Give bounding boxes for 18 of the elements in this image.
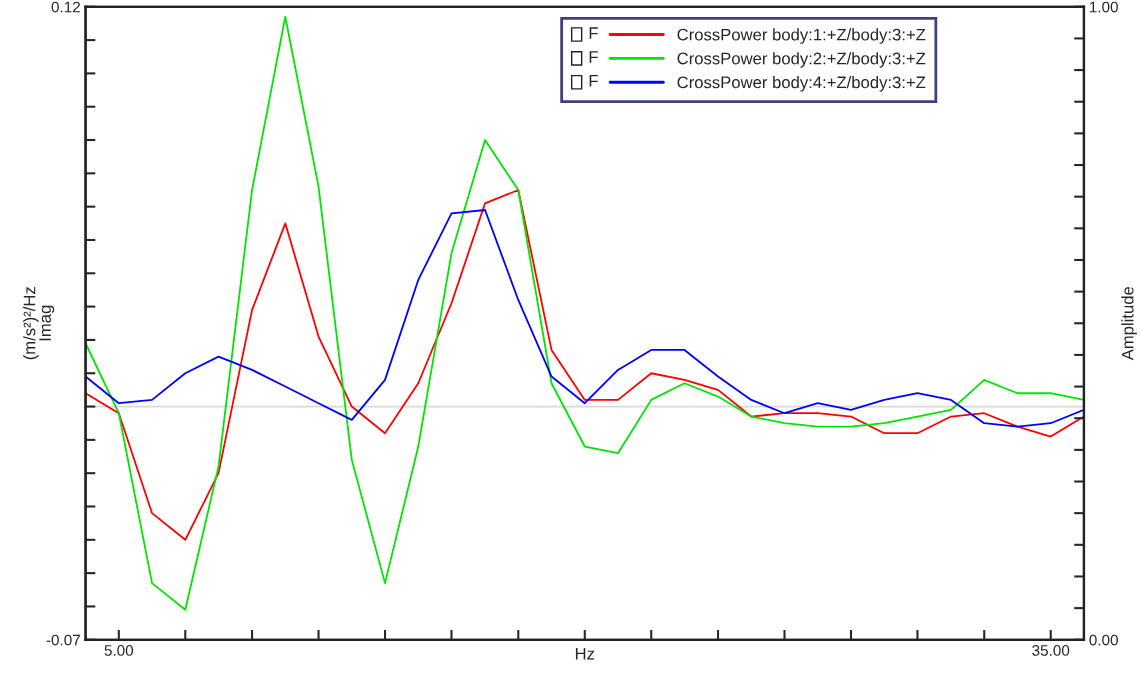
legend-label: CrossPower body:1:+Z/body:3:+Z [677, 28, 926, 44]
annotation: F [589, 27, 598, 39]
x-axis-title: Hz [575, 647, 595, 660]
annotation: F [589, 51, 598, 63]
legend-label: CrossPower body:2:+Z/body:3:+Z [677, 52, 926, 68]
line-series [85, 189, 1084, 541]
legend-label: CrossPower body:4:+Z/body:3:+Z [677, 76, 926, 92]
line-series [85, 209, 1084, 428]
y-axis-title: (m/s²)²/Hz Imag [23, 287, 55, 360]
x-tick-label: 35.00 [1032, 645, 1070, 656]
y-tick-label: -0.07 [46, 634, 80, 646]
y2-tick-label: 1.00 [1089, 1, 1118, 13]
y-tick-label: 0.12 [51, 1, 80, 13]
annotation: F [589, 75, 598, 87]
x-tick-label: 5.00 [104, 645, 134, 656]
y2-axis-title: Amplitude [1121, 286, 1137, 361]
y2-tick-label: 0.00 [1089, 634, 1118, 646]
line-series [85, 15, 1084, 611]
